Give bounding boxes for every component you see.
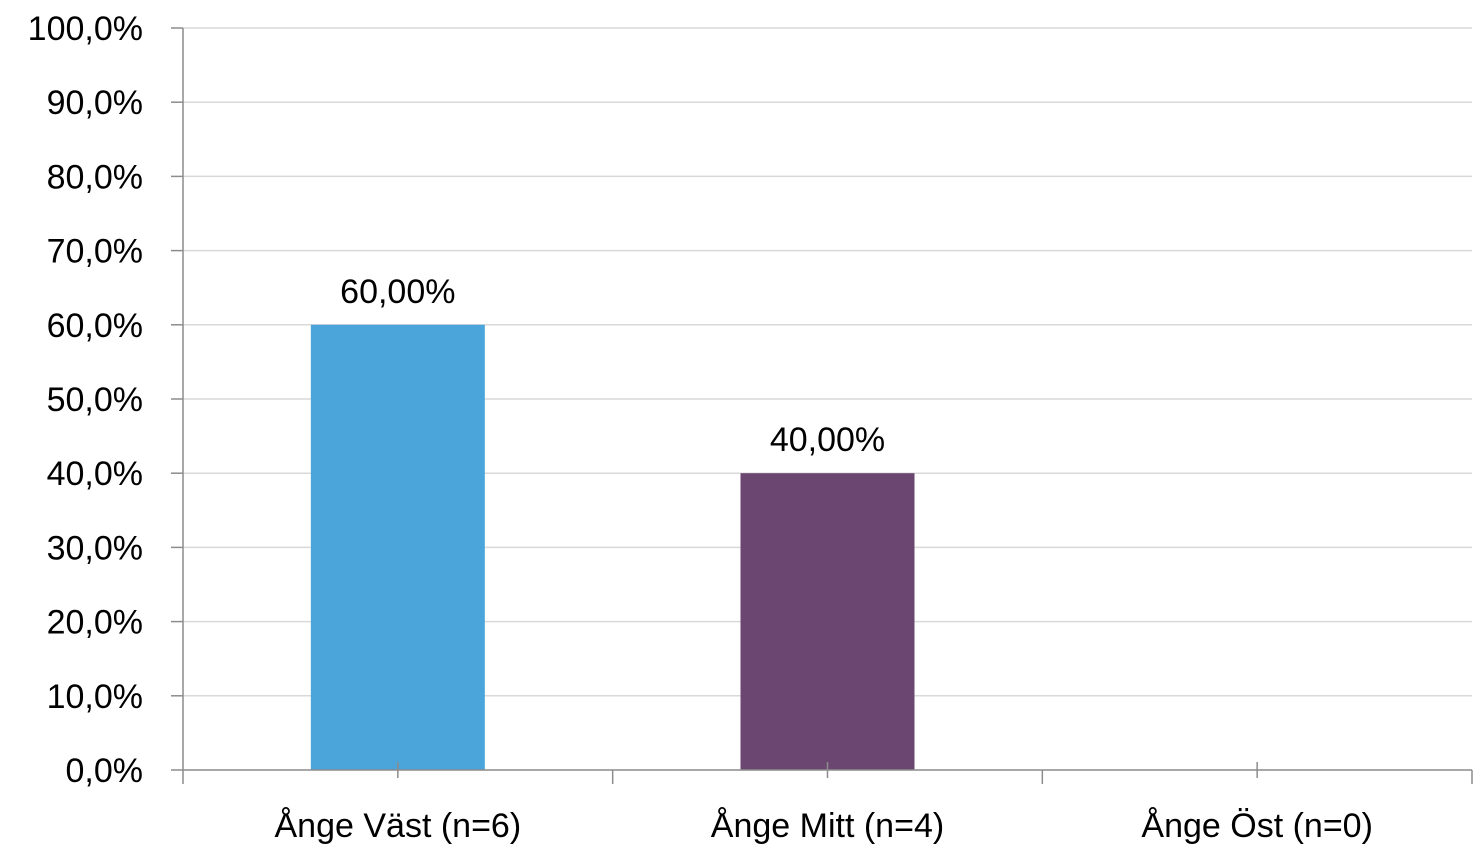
axes xyxy=(171,27,1473,784)
y-tick-label: 70,0% xyxy=(47,233,143,271)
y-tick-label: 60,0% xyxy=(47,307,143,345)
y-tick-label: 10,0% xyxy=(47,678,143,716)
data-label: 60,00% xyxy=(340,273,455,311)
y-tick-label: 40,0% xyxy=(47,455,143,493)
x-category-label: Ånge Öst (n=0) xyxy=(1141,807,1373,845)
x-category-label: Ånge Väst (n=6) xyxy=(275,807,522,845)
y-tick-label: 20,0% xyxy=(47,604,143,642)
bar xyxy=(740,473,915,770)
y-tick-label: 0,0% xyxy=(66,752,144,790)
bars xyxy=(310,324,915,770)
bar xyxy=(310,324,485,770)
y-tick-label: 50,0% xyxy=(47,381,143,419)
y-tick-label: 90,0% xyxy=(47,84,143,122)
y-tick-label: 100,0% xyxy=(28,10,143,48)
y-tick-label: 80,0% xyxy=(47,158,143,196)
data-label: 40,00% xyxy=(770,421,885,459)
y-tick-label: 30,0% xyxy=(47,529,143,567)
labels: 0,0% 10,0% 20,0% 30,0% 40,0% 50,0% 60,0% 70,0% 8… xyxy=(28,10,1373,845)
x-category-label: Ånge Mitt (n=4) xyxy=(711,807,944,845)
